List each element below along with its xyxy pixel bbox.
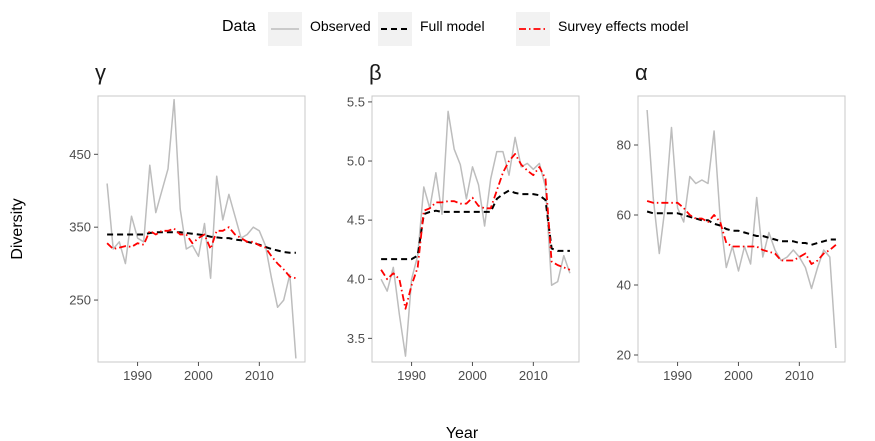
panel-title: γ [95,60,106,85]
x-tick-label: 2000 [184,368,213,383]
y-tick-label: 450 [69,147,91,162]
panel-title: α [635,60,648,85]
y-tick-label: 40 [617,278,631,293]
series-line-observed [106,98,297,359]
x-axis-title: Year [446,425,479,441]
panel-gamma: γ 250 350 450 1990 2000 2010 [69,60,306,383]
legend-item-survey-effects-model: Survey effects model [516,12,688,46]
x-tick-label: 2010 [785,368,814,383]
y-tick-label: 20 [617,348,631,363]
x-tick-label: 2000 [458,368,487,383]
panel-alpha: α 20 40 60 80 1990 2000 2010 [617,60,846,383]
panel-border [637,95,846,363]
y-tick-label: 4.0 [347,272,365,287]
series-line-observed [646,109,837,349]
y-tick-label: 5.0 [347,154,365,169]
x-tick-label: 1990 [663,368,692,383]
y-tick-label: 350 [69,220,91,235]
legend-label-observed: Observed [310,18,371,34]
legend-title: Data [222,18,256,35]
x-tick-label: 2000 [724,368,753,383]
x-tick-label: 2010 [245,368,274,383]
x-tick-label: 2010 [519,368,548,383]
panel-beta: β 3.5 4.0 4.5 5.0 5.5 1990 2000 2010 [347,60,580,383]
y-tick-label: 5.5 [347,94,365,109]
legend-label-full-model: Full model [420,18,485,34]
series-line-full-model [646,210,836,246]
legend-item-full-model: Full model [378,12,485,46]
series-line-full-model [107,231,296,254]
y-tick-label: 4.5 [347,213,365,228]
series-line-survey-effects-model [380,152,571,310]
series-line-survey-effects-model [106,226,297,280]
legend-item-observed: Observed [268,12,371,46]
series-line-survey-effects-model [646,200,837,265]
y-axis-title: Diversity [9,198,26,259]
y-tick-label: 250 [69,293,91,308]
legend-label-survey-effects-model: Survey effects model [558,18,688,34]
panel-border [371,95,580,363]
y-tick-label: 60 [617,208,631,223]
panel-title: β [369,60,382,85]
series-line-full-model [381,189,570,261]
series-line-observed [380,110,571,357]
y-tick-label: 80 [617,138,631,153]
legend: Data Observed Full model Survey effects … [222,12,688,46]
y-tick-label: 3.5 [347,331,365,346]
x-tick-label: 1990 [397,368,426,383]
panel-border [97,95,306,363]
x-tick-label: 1990 [123,368,152,383]
